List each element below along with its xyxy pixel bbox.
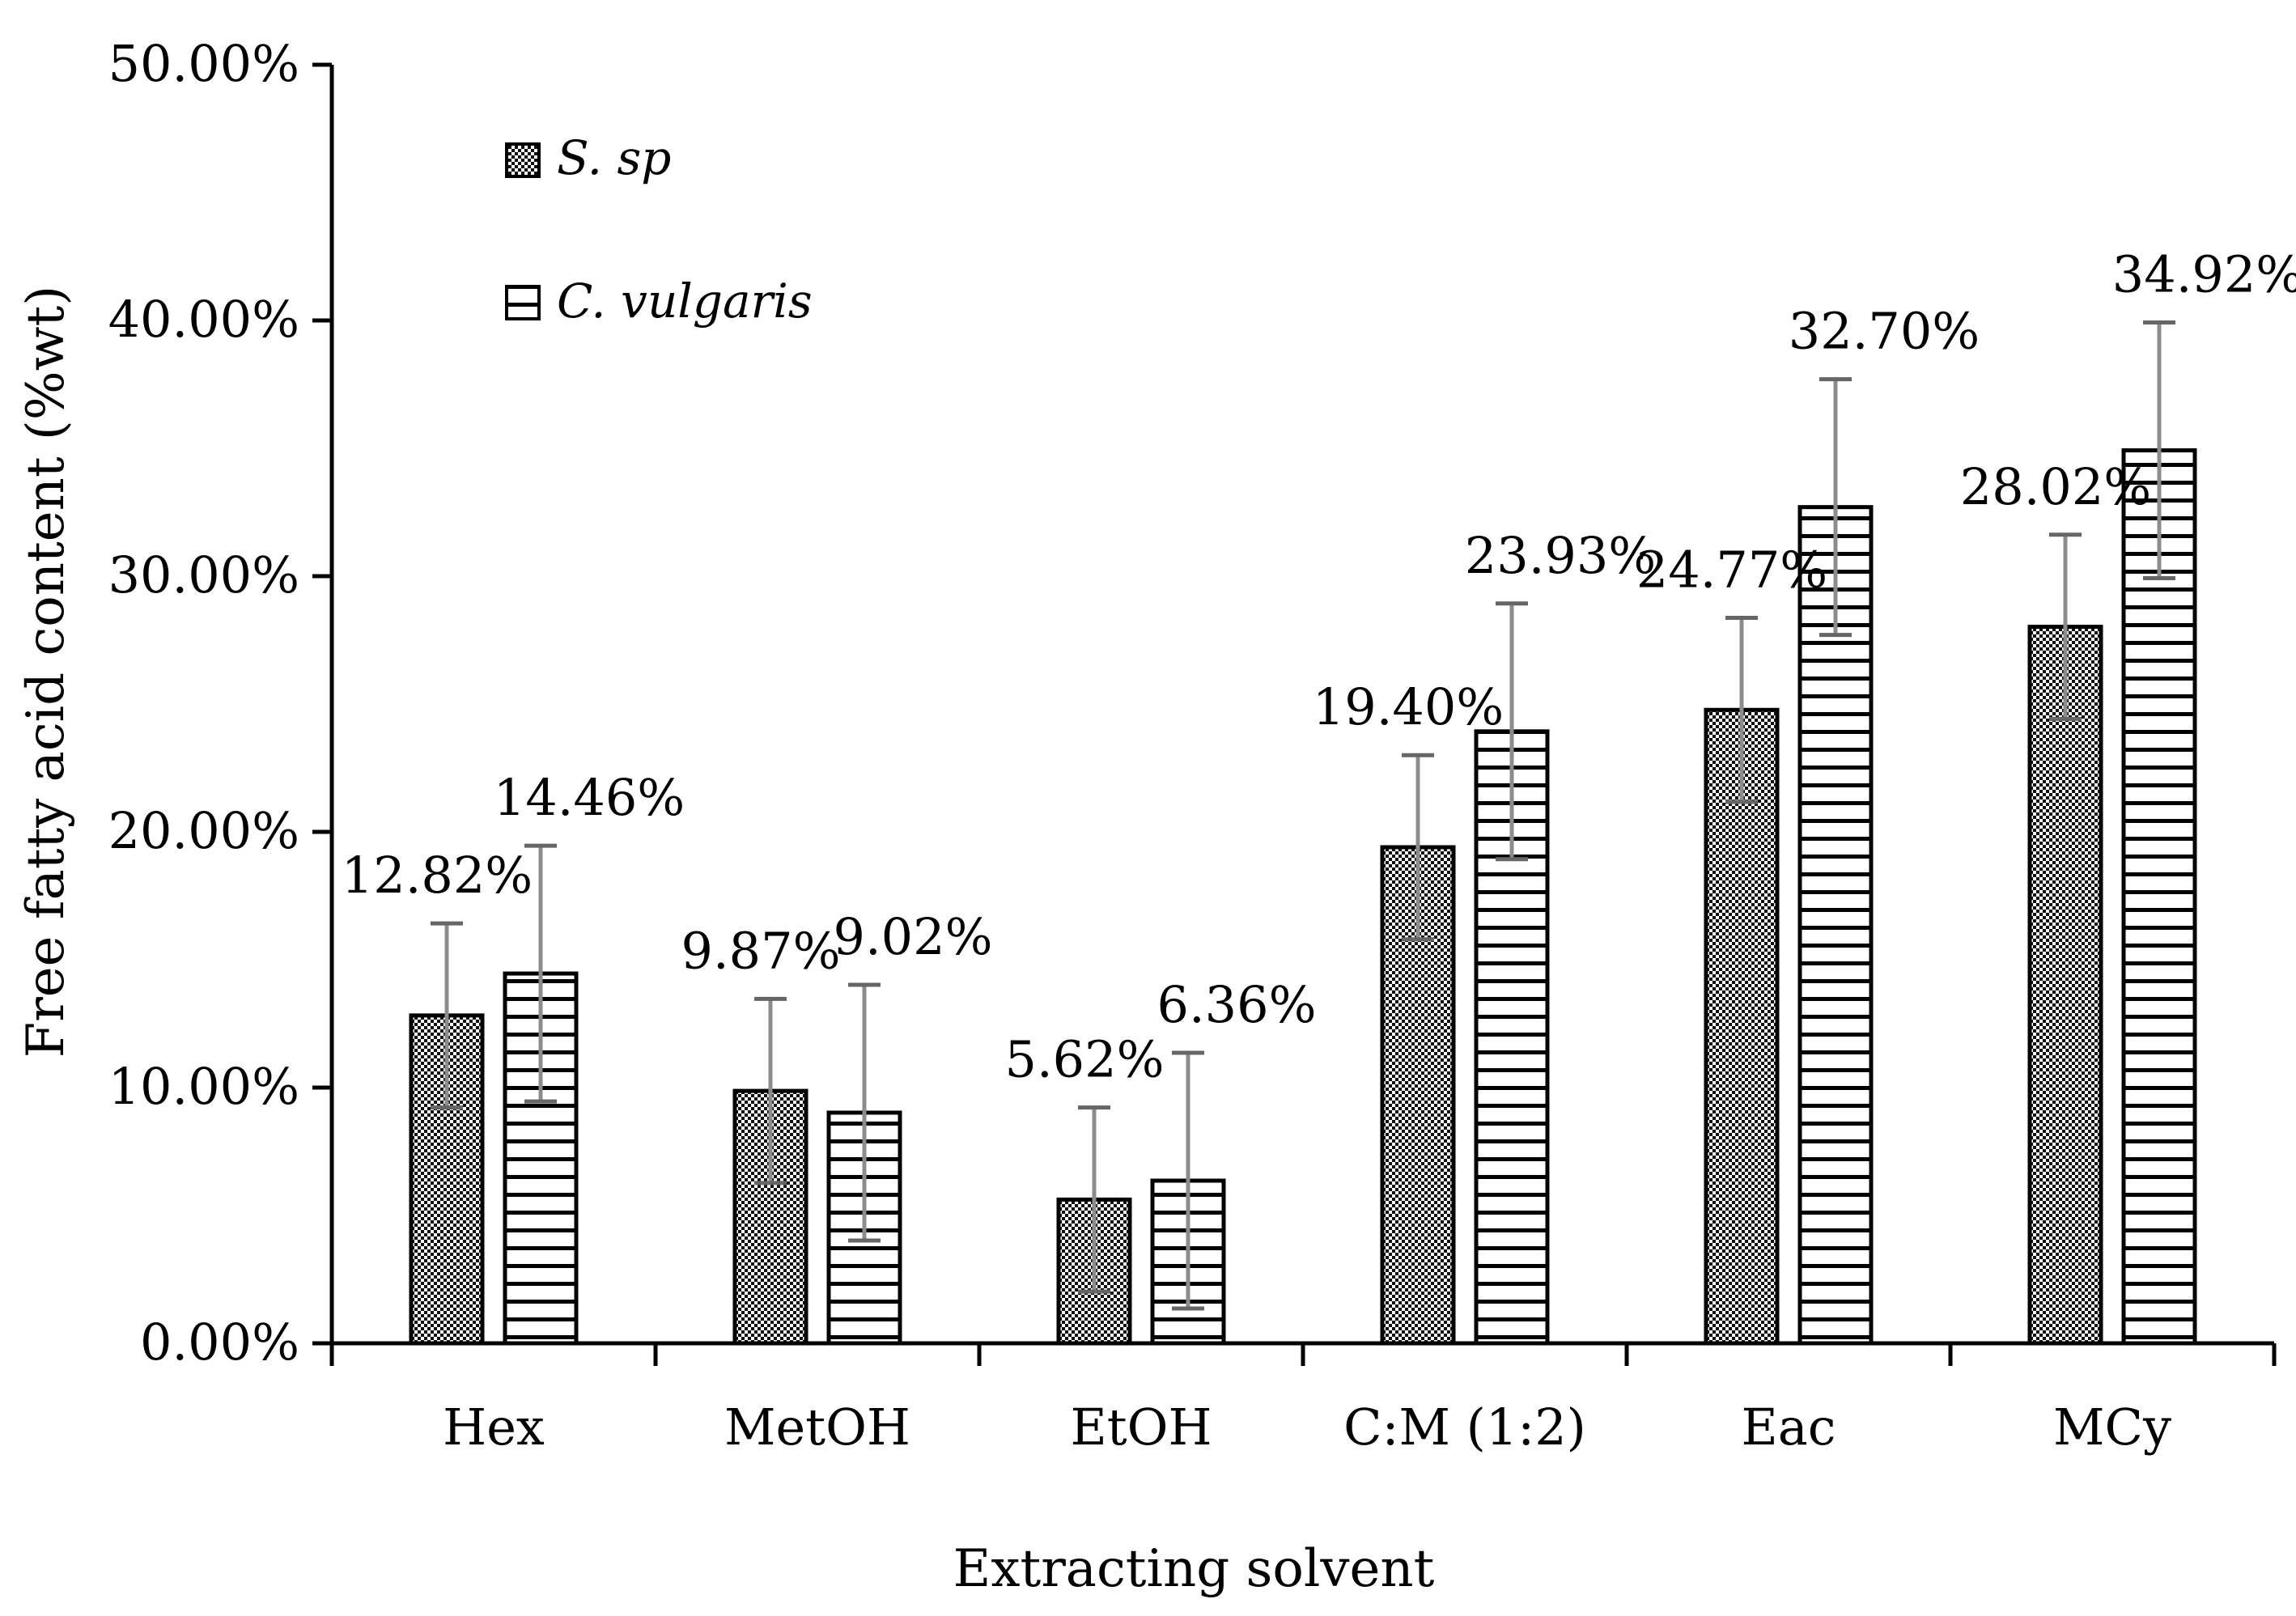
data-label: 24.77% — [1636, 541, 1827, 600]
legend: S. sp C. vulgaris — [505, 130, 813, 329]
data-label: 9.02% — [834, 907, 993, 966]
x-tick-label: MCy — [2053, 1398, 2171, 1457]
data-label: 12.82% — [342, 846, 533, 905]
x-tick-label: EtOH — [1070, 1398, 1212, 1457]
bar — [1704, 707, 1780, 1346]
axes: 0.00% 10.00% 20.00% 30.00% 40.00% 50.00% Hex Me… — [108, 34, 2277, 1457]
bar — [2121, 448, 2197, 1346]
bar — [1797, 505, 1874, 1346]
data-labels: 12.82% 9.87% 5.62% 19.40% 24.77% 28.02% 14.46%… — [342, 245, 2296, 1089]
y-tick-label: 30.00% — [108, 545, 299, 604]
x-axis-title: Extracting solvent — [953, 1539, 1435, 1599]
y-tick-label: 40.00% — [108, 290, 299, 349]
y-axis-title: Free fatty acid content (%wt) — [16, 286, 76, 1058]
data-label: 19.40% — [1313, 677, 1504, 736]
x-tick-label: Eac — [1742, 1398, 1836, 1457]
data-label: 9.87% — [681, 921, 841, 980]
y-tick-label: 20.00% — [108, 801, 299, 860]
legend-swatch-s-sp — [505, 142, 541, 178]
data-label: 23.93% — [1465, 526, 1656, 585]
error-bars — [431, 320, 2175, 1311]
data-label: 34.92% — [2112, 245, 2296, 304]
data-label: 6.36% — [1157, 975, 1317, 1034]
data-label: 28.02% — [1960, 457, 2151, 516]
x-tick-label: MetOH — [724, 1398, 910, 1457]
data-label: 14.46% — [494, 768, 685, 827]
x-tick-label: C:M (1:2) — [1343, 1398, 1586, 1457]
legend-swatch-c-vulgaris — [505, 285, 541, 320]
data-label: 32.70% — [1789, 302, 1980, 361]
legend-label-c-vulgaris: C. vulgaris — [557, 274, 813, 329]
legend-label-s-sp: S. sp — [557, 130, 671, 185]
x-tick-label: Hex — [443, 1398, 545, 1457]
bar — [2027, 625, 2103, 1346]
y-tick-label: 10.00% — [108, 1057, 299, 1116]
data-label: 5.62% — [1005, 1030, 1165, 1089]
y-tick-label: 50.00% — [108, 34, 299, 93]
bars — [409, 448, 2197, 1346]
y-tick-label: 0.00% — [140, 1313, 299, 1372]
